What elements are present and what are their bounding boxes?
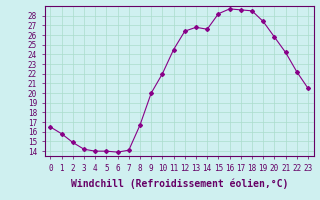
X-axis label: Windchill (Refroidissement éolien,°C): Windchill (Refroidissement éolien,°C)	[70, 178, 288, 189]
